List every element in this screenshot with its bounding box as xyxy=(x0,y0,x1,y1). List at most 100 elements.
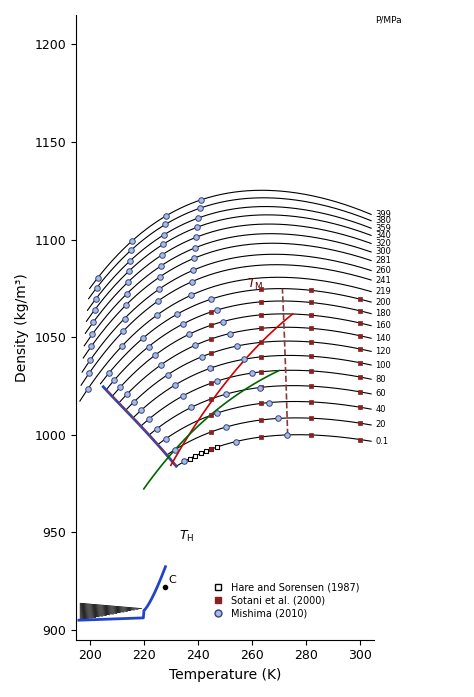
Point xyxy=(307,309,314,321)
Point xyxy=(119,325,127,337)
Point xyxy=(208,306,215,317)
Point xyxy=(123,389,131,400)
Point xyxy=(232,436,239,447)
Text: C: C xyxy=(168,575,176,585)
Point xyxy=(197,448,204,459)
Point xyxy=(265,397,273,408)
Point xyxy=(257,309,265,321)
X-axis label: Temperature (K): Temperature (K) xyxy=(169,668,281,682)
Point xyxy=(162,433,170,444)
Point xyxy=(157,359,165,370)
Text: $T_\mathrm{H}$: $T_\mathrm{H}$ xyxy=(179,529,194,544)
Point xyxy=(213,305,221,316)
Point xyxy=(257,366,265,377)
Point xyxy=(307,381,314,392)
Point xyxy=(257,415,265,426)
Point xyxy=(219,316,227,327)
Point xyxy=(186,453,193,464)
Point xyxy=(222,389,229,400)
Point xyxy=(187,290,195,301)
Point xyxy=(159,238,167,250)
Text: 60: 60 xyxy=(375,390,386,399)
Text: 399: 399 xyxy=(375,210,391,219)
Point xyxy=(151,350,158,361)
Point xyxy=(188,401,195,413)
Point xyxy=(240,353,248,365)
Text: 100: 100 xyxy=(375,360,391,369)
Point xyxy=(202,445,210,457)
Point xyxy=(356,401,364,413)
Point xyxy=(181,456,188,467)
Point xyxy=(110,374,118,385)
Point xyxy=(171,444,179,455)
Point xyxy=(208,443,215,454)
Point xyxy=(90,316,97,328)
Point xyxy=(214,376,221,387)
Point xyxy=(356,434,364,445)
Point xyxy=(126,255,134,266)
Text: 300: 300 xyxy=(375,247,391,256)
Point xyxy=(85,367,93,378)
Point xyxy=(123,289,130,300)
Point xyxy=(191,242,199,253)
Point xyxy=(307,337,314,348)
Point xyxy=(89,328,96,339)
Point xyxy=(208,333,215,344)
Point xyxy=(92,293,100,305)
Point xyxy=(128,236,136,247)
Point xyxy=(155,284,163,295)
Point xyxy=(94,273,101,284)
Point xyxy=(226,328,233,339)
Y-axis label: Density (kg/m³): Density (kg/m³) xyxy=(15,273,29,382)
Point xyxy=(356,418,364,429)
Point xyxy=(84,383,92,395)
Text: 180: 180 xyxy=(375,309,391,318)
Point xyxy=(130,397,137,408)
Point xyxy=(257,296,265,307)
Point xyxy=(356,344,364,355)
Legend: Hare and Sorensen (1987), Sotani et al. (2000), Mishima (2010): Hare and Sorensen (1987), Sotani et al. … xyxy=(204,579,363,622)
Point xyxy=(153,310,160,321)
Point xyxy=(191,252,198,263)
Point xyxy=(208,362,215,374)
Point xyxy=(193,222,201,233)
Point xyxy=(257,398,265,409)
Point xyxy=(208,293,215,305)
Point xyxy=(307,351,314,362)
Point xyxy=(195,213,202,224)
Text: 219: 219 xyxy=(375,287,391,296)
Text: 200: 200 xyxy=(375,298,391,307)
Text: 241: 241 xyxy=(375,275,391,284)
Point xyxy=(191,450,199,461)
Text: 160: 160 xyxy=(375,321,391,330)
Point xyxy=(274,413,282,424)
Point xyxy=(248,367,255,378)
Text: 260: 260 xyxy=(375,266,391,275)
Point xyxy=(356,305,364,316)
Point xyxy=(154,296,162,307)
Point xyxy=(356,386,364,397)
Point xyxy=(356,330,364,342)
Point xyxy=(91,305,98,316)
Text: 359: 359 xyxy=(375,224,391,233)
Text: 80: 80 xyxy=(375,375,386,383)
Point xyxy=(307,297,314,308)
Point xyxy=(181,456,188,467)
Point xyxy=(208,409,215,420)
Point xyxy=(356,372,364,383)
Text: 120: 120 xyxy=(375,347,391,356)
Point xyxy=(196,203,203,214)
Point xyxy=(157,261,165,272)
Point xyxy=(199,351,206,362)
Point xyxy=(208,293,215,305)
Point xyxy=(192,231,200,243)
Point xyxy=(172,379,179,390)
Text: 40: 40 xyxy=(375,405,386,413)
Text: P/MPa: P/MPa xyxy=(375,15,402,24)
Point xyxy=(307,429,314,441)
Text: $T_\mathrm{M}$: $T_\mathrm{M}$ xyxy=(246,277,263,293)
Point xyxy=(307,284,314,296)
Point xyxy=(257,382,265,393)
Text: 20: 20 xyxy=(375,420,386,429)
Point xyxy=(208,393,215,404)
